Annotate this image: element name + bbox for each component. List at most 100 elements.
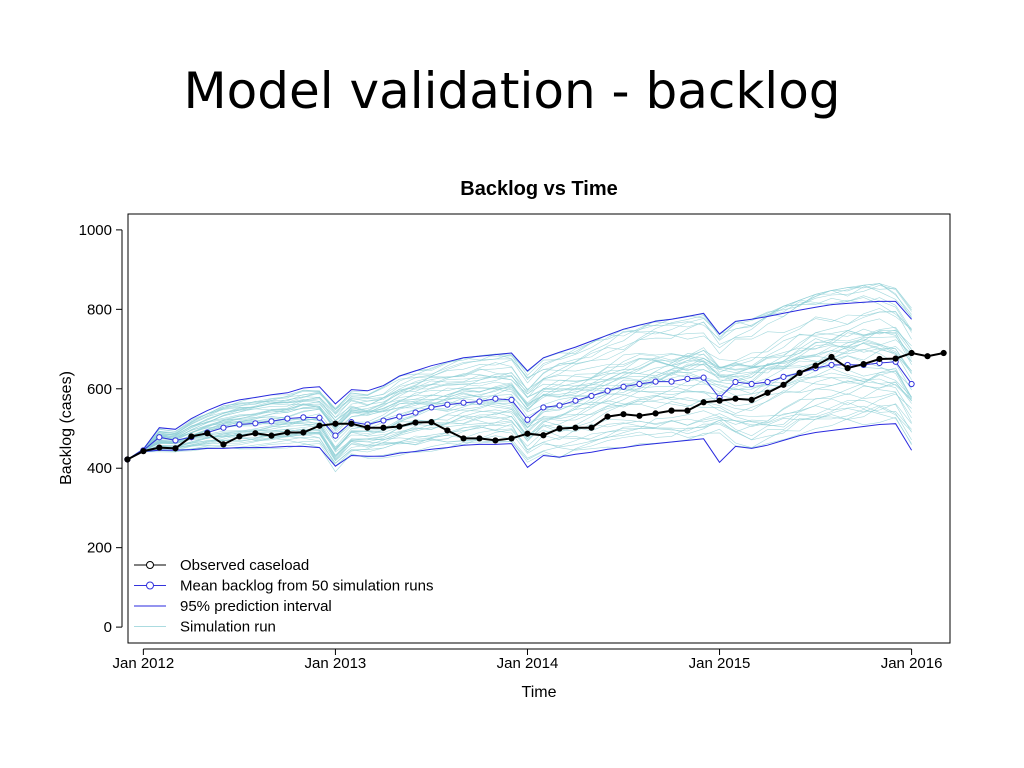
legend: Observed caseload Mean backlog from 50 si… (134, 557, 433, 636)
simulation-run-line (127, 405, 912, 473)
mean-backlog-point (780, 373, 787, 380)
mean-backlog-point (396, 413, 403, 420)
mean-backlog-point (524, 416, 531, 423)
mean-backlog-point (380, 417, 387, 424)
mean-backlog-point (220, 424, 227, 431)
observed-caseload-point (828, 353, 835, 361)
plot-frame (127, 213, 951, 644)
observed-caseload-layer (124, 349, 947, 463)
simulation-run-line (127, 380, 912, 460)
legend-label-mean: Mean backlog from 50 simulation runs (180, 578, 433, 595)
observed-caseload-point (844, 365, 851, 372)
observed-caseload-point (764, 389, 771, 396)
observed-caseload-point (172, 445, 179, 452)
x-tick-label: Jan 2013 (305, 655, 367, 672)
observed-caseload-point (476, 435, 483, 442)
legend-marker-observed (146, 561, 154, 569)
mean-backlog-point (668, 378, 675, 385)
observed-caseload-point (652, 410, 659, 417)
mean-backlog-point (316, 414, 323, 421)
simulation-run-line (127, 416, 912, 464)
simulation-run-line (127, 373, 912, 460)
mean-backlog-point (284, 415, 291, 422)
mean-backlog-point (652, 378, 659, 385)
observed-caseload-point (572, 424, 579, 431)
mean-backlog-point (252, 420, 259, 427)
observed-caseload-point (396, 423, 403, 430)
simulation-run-line (127, 295, 912, 460)
observed-caseload-point (940, 349, 947, 357)
observed-caseload-point (812, 362, 819, 369)
observed-caseload-point (716, 397, 723, 404)
mean-backlog-point (828, 361, 835, 369)
observed-caseload-point (732, 395, 739, 402)
observed-caseload-point (620, 411, 627, 418)
observed-caseload-point (204, 430, 211, 437)
observed-caseload-point (364, 424, 371, 431)
simulation-run-line (127, 338, 912, 460)
observed-caseload-point (188, 433, 195, 440)
observed-caseload-point (748, 396, 755, 403)
observed-caseload-point (908, 349, 915, 357)
prediction-interval-layer (127, 300, 913, 469)
observed-caseload-point (268, 432, 275, 439)
mean-backlog-point (684, 375, 691, 382)
y-tick-label: 600 (87, 381, 112, 398)
y-tick-label: 400 (87, 460, 112, 477)
observed-caseload-point (348, 420, 355, 427)
legend-label-interval: 95% prediction interval (180, 598, 332, 615)
mean-backlog-point (268, 418, 275, 425)
simulation-run-line (127, 368, 912, 460)
mean-backlog-point (908, 380, 915, 388)
observed-caseload-point (668, 407, 675, 414)
simulation-run-line (127, 405, 912, 460)
observed-caseload-point (540, 432, 547, 439)
observed-caseload-point (684, 407, 691, 414)
x-tick-label: Jan 2012 (112, 655, 174, 672)
mean-backlog-point (700, 374, 707, 381)
mean-backlog-point (540, 404, 547, 411)
x-tick-label: Jan 2015 (689, 655, 751, 672)
prediction-interval-line (127, 423, 913, 469)
mean-backlog-point (332, 432, 339, 439)
y-axis-label: Backlog (cases) (58, 371, 75, 485)
x-tick-label: Jan 2016 (881, 655, 943, 672)
simulation-run-line (127, 283, 912, 460)
observed-caseload-point (220, 441, 227, 448)
y-tick-label: 1000 (79, 222, 112, 239)
observed-caseload-point (588, 424, 595, 431)
simulation-run-line (127, 392, 912, 460)
chart-title: Backlog vs Time (460, 178, 617, 200)
mean-backlog-point (412, 409, 419, 416)
y-tick-label: 200 (87, 540, 112, 557)
observed-caseload-point (492, 437, 499, 444)
observed-caseload-point (780, 381, 787, 388)
observed-caseload-line (126, 351, 944, 461)
simulation-run-line (127, 381, 912, 460)
simulation-run-line (127, 286, 912, 460)
observed-caseload-point (156, 444, 163, 451)
slide-title: Model validation - backlog (183, 62, 841, 120)
mean-backlog-point (428, 404, 435, 411)
simulation-run-line (127, 345, 912, 460)
observed-caseload-point (924, 353, 931, 360)
prediction-interval-line (127, 300, 912, 460)
observed-caseload-point (524, 430, 531, 437)
mean-backlog-point (156, 434, 163, 441)
mean-backlog-point (588, 392, 595, 400)
mean-backlog-point (172, 437, 179, 444)
observed-caseload-point (236, 433, 243, 440)
mean-backlog-point (572, 397, 579, 404)
y-tick-label: 800 (87, 301, 112, 318)
simulation-run-line (127, 311, 912, 460)
simulation-run-line (127, 367, 912, 460)
simulation-run-line (127, 330, 912, 460)
mean-backlog-point (636, 380, 643, 388)
observed-caseload-point (508, 435, 515, 442)
simulation-run-line (127, 340, 912, 460)
observed-caseload-point (316, 422, 323, 429)
x-axis-label: Time (522, 684, 557, 701)
observed-caseload-point (140, 448, 147, 455)
legend-label-observed: Observed caseload (180, 557, 309, 574)
